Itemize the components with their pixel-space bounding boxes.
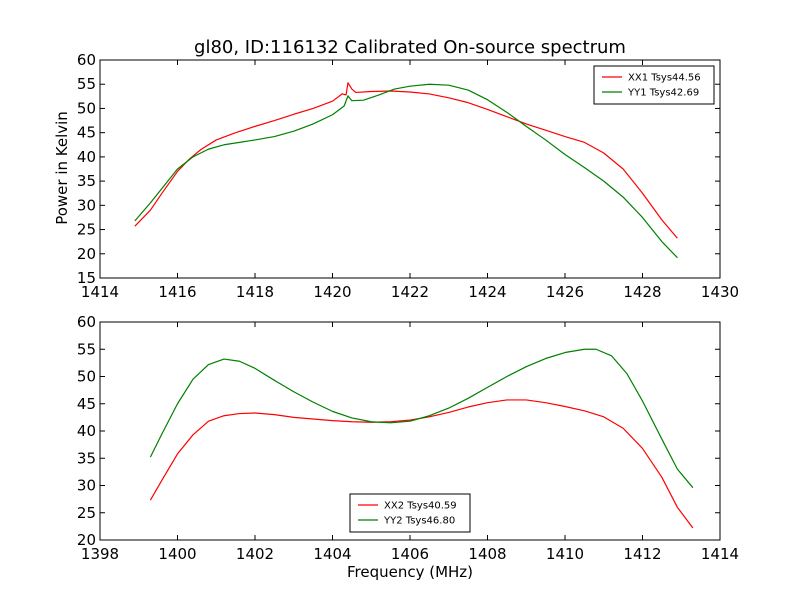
y-tick-label: 30 xyxy=(77,196,96,214)
y-tick-label: 40 xyxy=(77,148,96,166)
y-tick-label: 60 xyxy=(77,313,96,331)
x-tick-label: 1426 xyxy=(546,283,584,301)
series-line-1 xyxy=(149,399,694,529)
y-tick-label: 20 xyxy=(77,245,96,263)
x-tick-label: 1420 xyxy=(313,283,351,301)
y-tick-label: 50 xyxy=(77,368,96,386)
legend: XX2 Tsys40.59 YY2 Tsys46.80 xyxy=(349,493,471,533)
series-line-2 xyxy=(149,348,694,489)
y-tick-label: 25 xyxy=(77,221,96,239)
x-axis-label: Frequency (MHz) xyxy=(347,563,473,581)
y-tick-label: 50 xyxy=(77,99,96,117)
legend-entry: YY1 Tsys42.69 xyxy=(627,88,699,99)
x-tick-label: 1398 xyxy=(81,545,119,563)
y-tick-label: 35 xyxy=(77,172,96,190)
legend-entry: XX2 Tsys40.59 xyxy=(384,501,457,512)
x-tick-label: 1428 xyxy=(623,283,661,301)
legend-box xyxy=(349,493,471,533)
legend-entry: YY2 Tsys46.80 xyxy=(383,516,455,527)
x-tick-label: 1414 xyxy=(701,545,739,563)
y-axis-label: Power in Kelvin xyxy=(53,111,71,225)
x-tick-label: 1416 xyxy=(158,283,196,301)
x-tick-label: 1406 xyxy=(391,545,429,563)
x-tick-label: 1418 xyxy=(236,283,274,301)
x-tick-label: 1424 xyxy=(468,283,506,301)
y-tick-label: 40 xyxy=(77,422,96,440)
x-tick-label: 1412 xyxy=(623,545,661,563)
x-tick-label: 1430 xyxy=(701,283,739,301)
x-tick-label: 1414 xyxy=(81,283,119,301)
y-tick-label: 45 xyxy=(77,124,96,142)
y-tick-label: 55 xyxy=(77,75,96,93)
top-spectrum-panel: 1414 1416 1418 1420 1422 1424 1426 1428 1430 15 20… xyxy=(77,51,739,301)
x-tick-label: 1400 xyxy=(158,545,196,563)
x-tick-label: 1422 xyxy=(391,283,429,301)
legend: XX1 Tsys44.56 YY1 Tsys42.69 xyxy=(593,65,715,105)
y-tick-label: 15 xyxy=(77,269,96,287)
x-tick-label: 1402 xyxy=(236,545,274,563)
x-tick-label: 1404 xyxy=(313,545,351,563)
legend-box xyxy=(593,65,715,105)
legend-entry: XX1 Tsys44.56 xyxy=(628,73,701,84)
series-line-1 xyxy=(134,82,678,239)
y-tick-label: 35 xyxy=(77,449,96,467)
y-tick-label: 25 xyxy=(77,504,96,522)
x-tick-label: 1408 xyxy=(468,545,506,563)
y-tick-label: 20 xyxy=(77,531,96,549)
x-tick-label: 1410 xyxy=(546,545,584,563)
bottom-spectrum-panel: 1398 1400 1402 1404 1406 1408 1410 1412 1414 20 25… xyxy=(77,313,739,563)
y-tick-label: 55 xyxy=(77,340,96,358)
y-tick-label: 30 xyxy=(77,477,96,495)
series-line-2 xyxy=(134,83,678,259)
y-tick-label: 60 xyxy=(77,51,96,69)
chart-title: gl80, ID:116132 Calibrated On-source spe… xyxy=(194,37,626,58)
y-tick-label: 45 xyxy=(77,395,96,413)
